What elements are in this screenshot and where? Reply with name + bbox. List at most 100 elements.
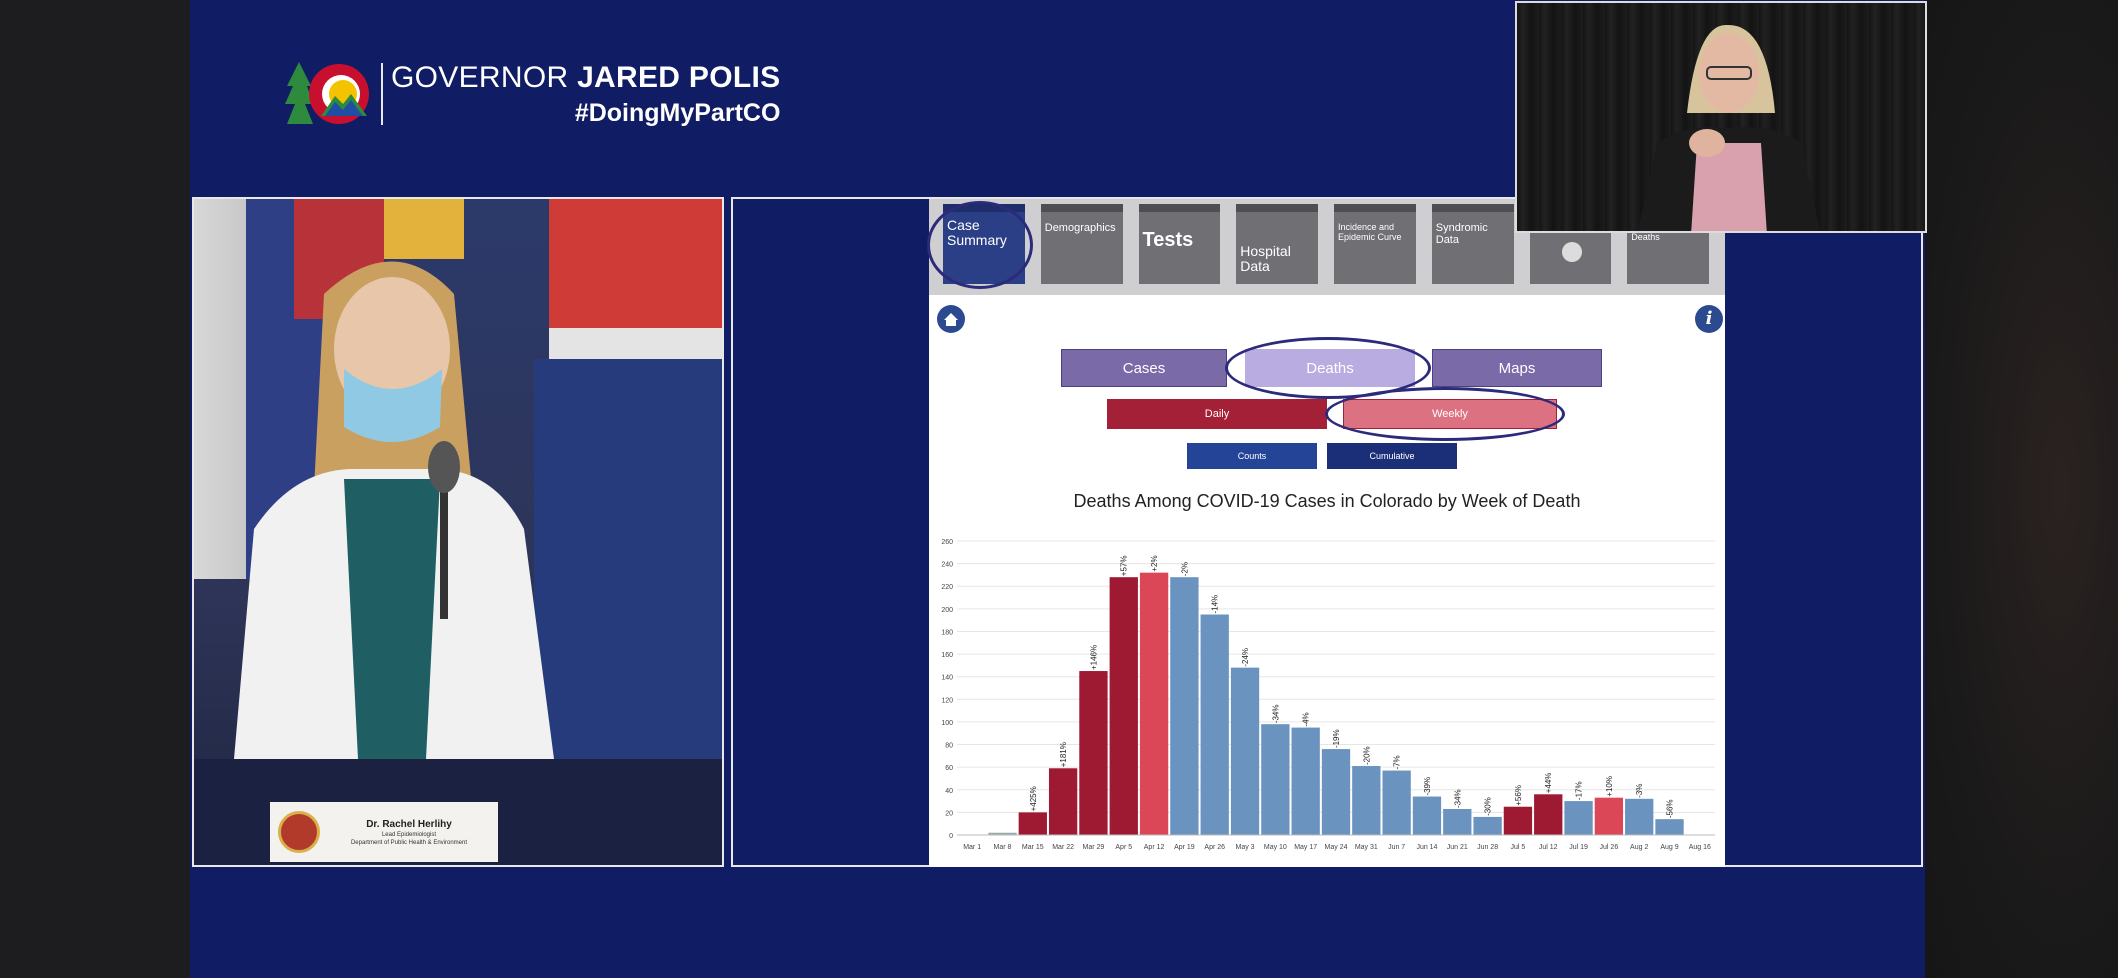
bar [1139, 572, 1169, 835]
thumb-incidence[interactable]: Incidence and Epidemic Curve [1334, 204, 1416, 284]
x-tick-label: May 3 [1236, 844, 1255, 851]
counts-button[interactable]: Counts [1187, 443, 1317, 469]
y-tick-label: 260 [941, 539, 953, 546]
info-icon[interactable]: i [1695, 305, 1723, 333]
bar-data-label: +56% [1514, 785, 1523, 806]
bar-data-label: +181% [1059, 742, 1068, 767]
deaths-bar-chart: 0 20 40 60 80 100 120 140 160 180 200 220 240 260 Mar … [941, 539, 1715, 851]
governor-title: GOVERNOR JARED POLIS [391, 61, 780, 95]
nameplate-name: Dr. Rachel Herlihy [366, 818, 452, 830]
x-tick-label: May 24 [1325, 844, 1348, 851]
globe-icon [1561, 242, 1582, 262]
x-tick-label: Apr 26 [1204, 844, 1225, 851]
nameplate-text: Dr. Rachel Herlihy Lead Epidemiologist D… [320, 819, 498, 846]
governor-name: JARED POLIS [577, 60, 781, 94]
governor-prefix: GOVERNOR [391, 60, 569, 94]
nameplate-department: Department of Public Health & Environmen… [350, 839, 468, 846]
covid-dashboard: Case Summary Demographics Tests Hospital… [927, 199, 1725, 867]
x-tick-label: Jun 28 [1477, 844, 1498, 851]
logo-text: GOVERNOR JARED POLIS #DoingMyPartCO [391, 61, 780, 128]
bar [1625, 798, 1654, 835]
thumb-syndromic-data[interactable]: Syndromic Data [1431, 204, 1514, 284]
x-tick-label: May 31 [1355, 844, 1378, 851]
bar [1412, 796, 1442, 835]
y-tick-label: 80 [945, 743, 953, 750]
bar [1352, 766, 1381, 835]
y-tick-label: 180 [941, 629, 953, 636]
bar-data-label: -17% [1575, 781, 1584, 800]
tab-cases[interactable]: Cases [1061, 349, 1227, 387]
bar [1473, 816, 1502, 835]
broadcast-stage: GOVERNOR JARED POLIS #DoingMyPartCO Dr. … [190, 0, 1927, 978]
x-tick-label: Mar 1 [963, 844, 981, 851]
x-tick-label: Mar 15 [1022, 844, 1044, 851]
flag-blue [534, 359, 722, 759]
thumb-label: Demographics [1044, 222, 1116, 234]
bar [1048, 768, 1078, 835]
bar-data-label: +10% [1605, 776, 1614, 797]
x-tick-label: Jul 26 [1600, 844, 1619, 851]
daily-button[interactable]: Daily [1107, 399, 1327, 429]
x-tick-label: Mar 22 [1052, 844, 1074, 851]
bar [1594, 797, 1624, 835]
right-letterbox [1925, 0, 2118, 978]
x-tick-label: May 10 [1264, 844, 1287, 851]
tab-maps[interactable]: Maps [1432, 349, 1602, 387]
deaths-ring [1225, 337, 1431, 399]
house-glyph [944, 313, 958, 326]
governor-logo: GOVERNOR JARED POLIS #DoingMyPartCO [285, 58, 780, 130]
y-tick-label: 20 [945, 810, 953, 817]
bar-data-label: -56% [1666, 799, 1675, 818]
weekly-ring [1325, 387, 1565, 441]
bar [1109, 577, 1138, 835]
bar-data-label: -30% [1484, 797, 1493, 816]
sign-language-interpreter-video [1515, 1, 1927, 233]
thumb-strip [1236, 204, 1318, 212]
thumb-strip [1334, 204, 1416, 212]
bar-data-label: -4% [1302, 712, 1311, 726]
x-tick-label: May 17 [1294, 844, 1317, 851]
y-tick-label: 160 [941, 652, 953, 659]
y-tick-label: 240 [941, 562, 953, 569]
colorado-logo-icon [285, 62, 369, 124]
bar [1079, 671, 1108, 835]
speaker-video: Dr. Rachel Herlihy Lead Epidemiologist D… [192, 197, 724, 867]
bar [1503, 806, 1533, 835]
bar-data-label: -34% [1453, 789, 1462, 808]
bar-data-label: -39% [1423, 777, 1432, 796]
cumulative-button[interactable]: Cumulative [1327, 443, 1457, 469]
thumb-label: Hospital Data [1240, 243, 1291, 274]
thumb-label: Tests [1142, 229, 1194, 251]
y-tick-label: 0 [949, 833, 953, 840]
y-tick-label: 200 [941, 607, 953, 614]
interpreter-figure [1637, 24, 1821, 231]
x-tick-label: Mar 8 [994, 844, 1012, 851]
bar-data-label: -20% [1362, 746, 1371, 765]
bar [1321, 749, 1351, 835]
logo-divider [381, 63, 383, 125]
x-tick-label: Aug 16 [1689, 844, 1711, 851]
nameplate: Dr. Rachel Herlihy Lead Epidemiologist D… [270, 802, 498, 862]
thumb-label: Syndromic Data [1435, 222, 1488, 246]
thumb-demographics[interactable]: Demographics [1040, 204, 1123, 284]
x-tick-label: Apr 19 [1174, 844, 1195, 851]
hashtag: #DoingMyPartCO [574, 98, 781, 127]
home-icon[interactable] [937, 305, 965, 333]
bar-data-label: -14% [1211, 595, 1220, 614]
thumb-strip [1138, 204, 1221, 212]
screen-share: Case Summary Demographics Tests Hospital… [731, 197, 1923, 867]
bar [1170, 577, 1199, 835]
flag-gold [384, 199, 464, 259]
bar-data-label: +425% [1029, 786, 1038, 811]
selection-ring [927, 201, 1033, 289]
bar [1382, 770, 1411, 835]
bar-data-label: +44% [1544, 773, 1553, 794]
thumb-strip [1431, 204, 1514, 212]
thumb-tests[interactable]: Tests [1138, 204, 1221, 284]
x-tick-label: Aug 9 [1660, 844, 1678, 851]
x-tick-label: Jun 21 [1447, 844, 1468, 851]
x-tick-label: Jul 19 [1569, 844, 1588, 851]
bar [1018, 812, 1047, 835]
x-tick-label: Jun 7 [1388, 844, 1405, 851]
thumb-hospital-data[interactable]: Hospital Data [1236, 204, 1318, 284]
